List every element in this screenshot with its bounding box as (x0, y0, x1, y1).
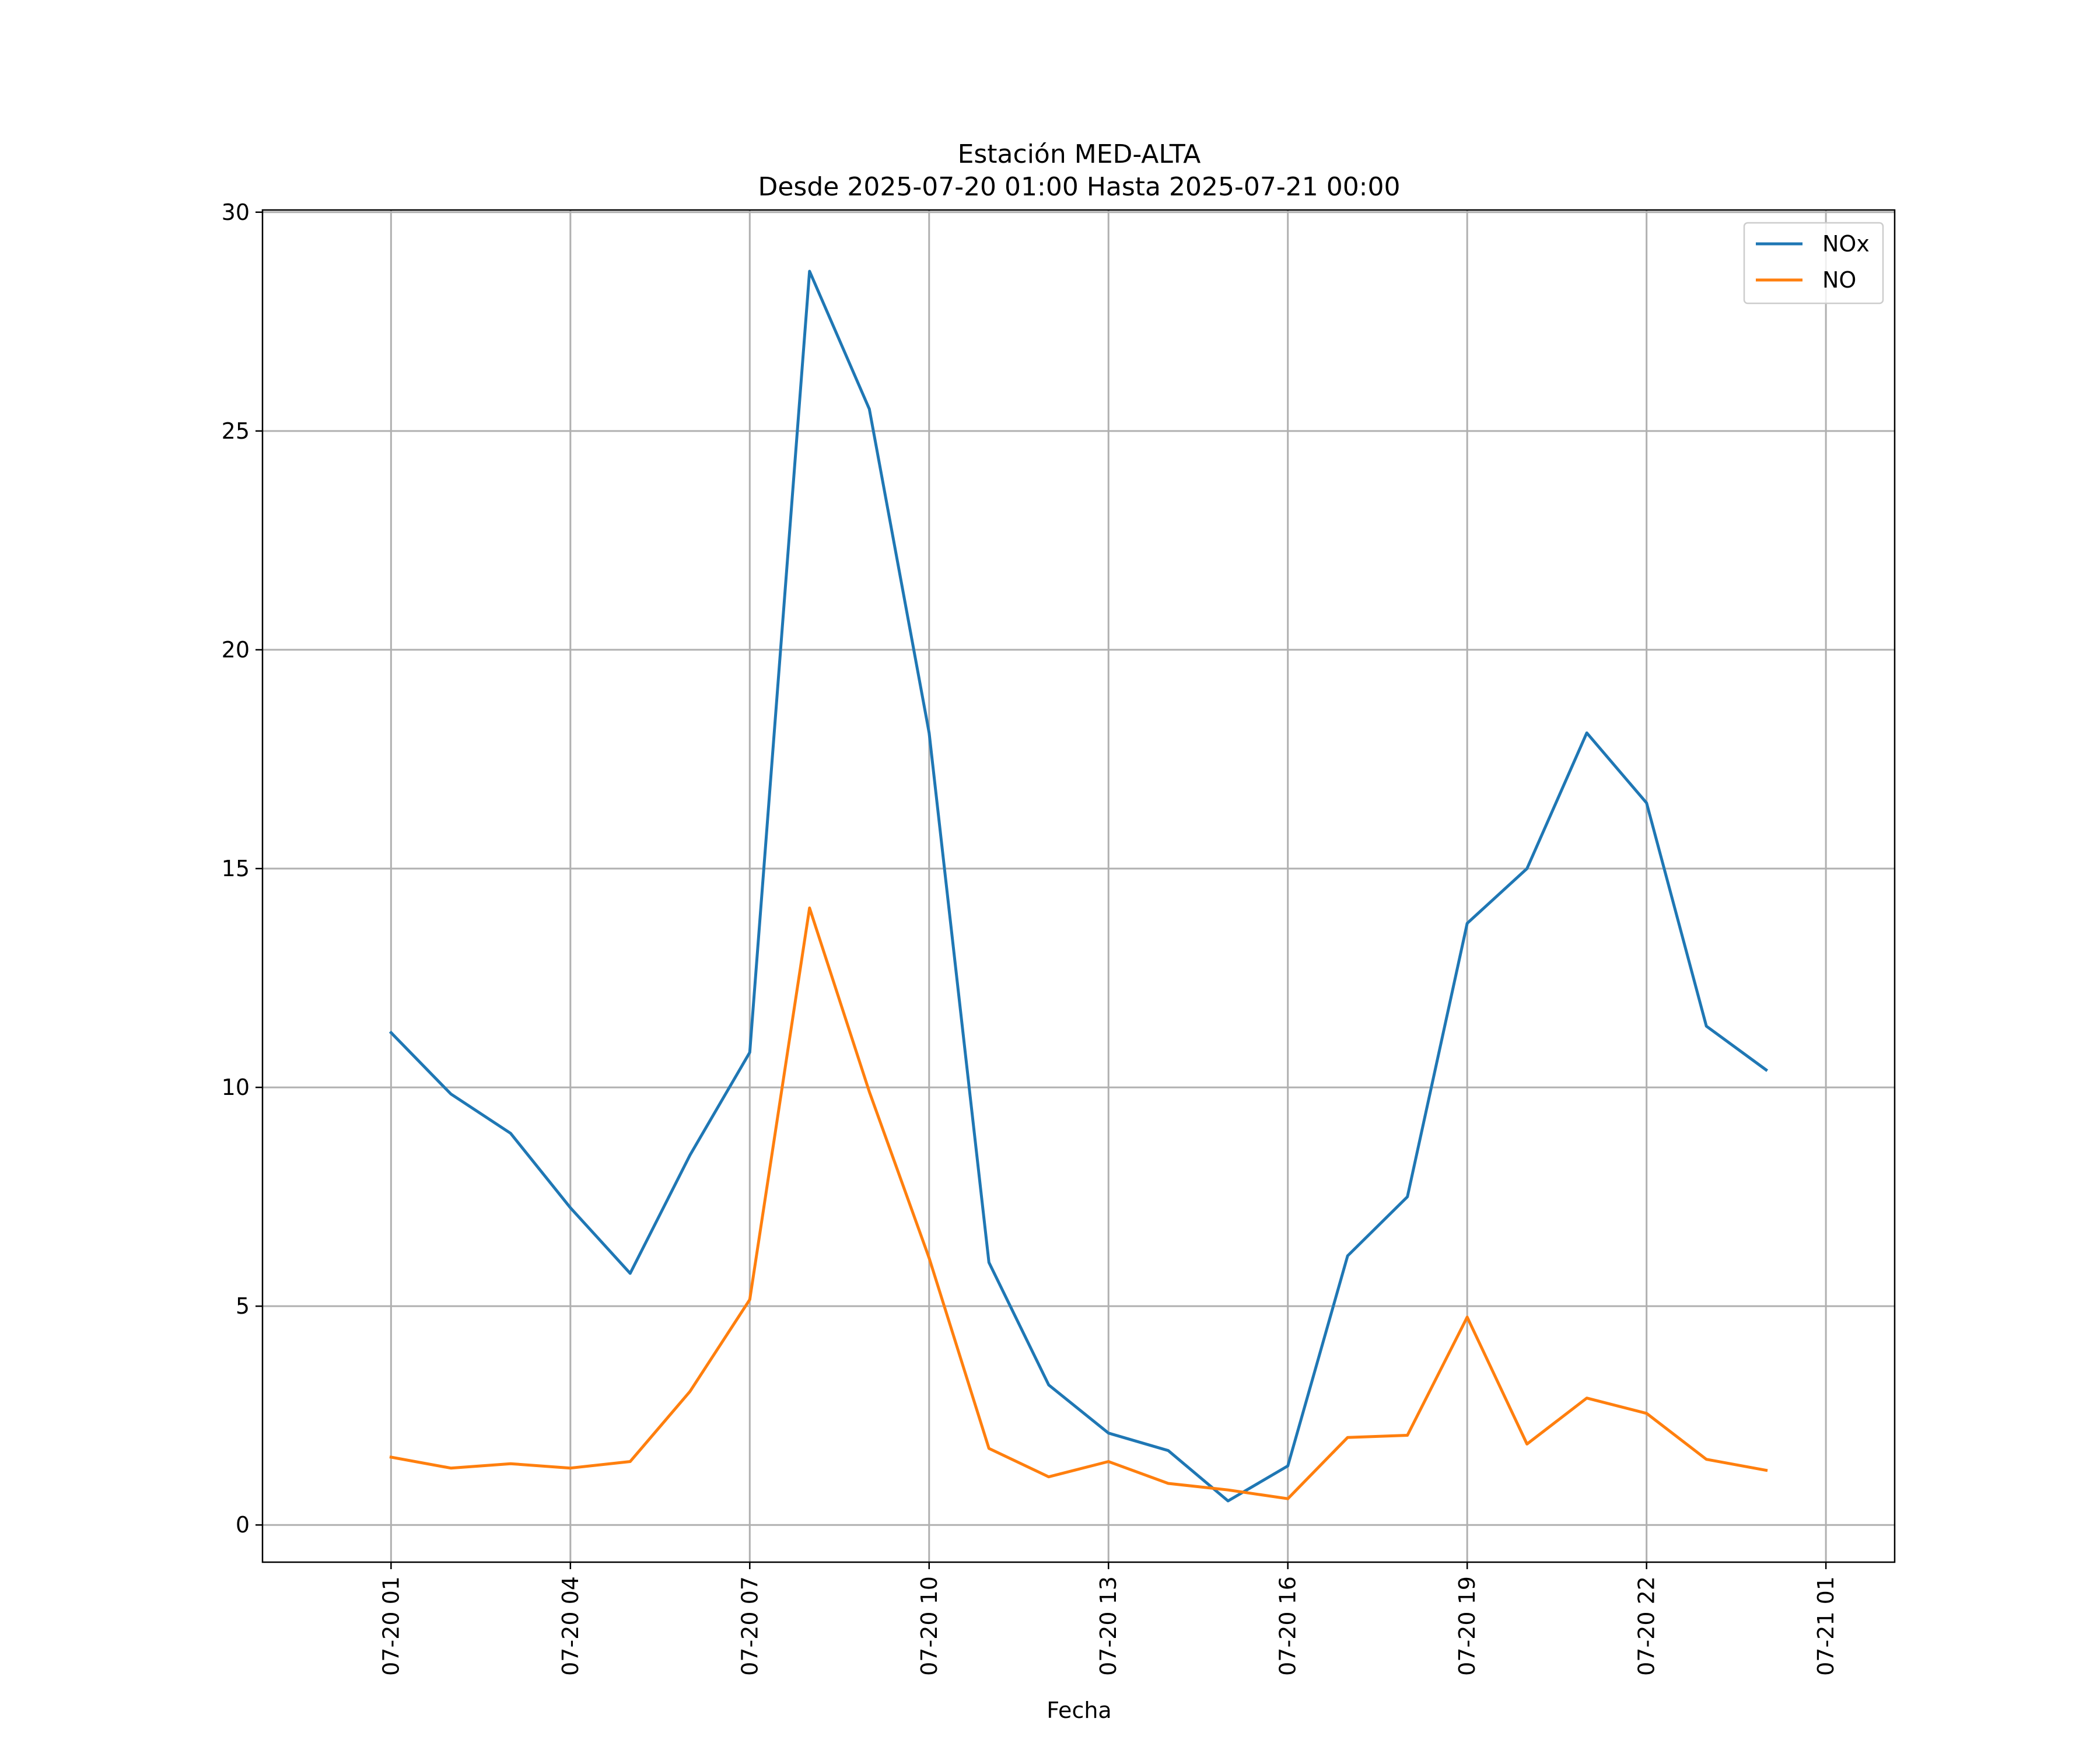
y-tick-label: 15 (222, 856, 250, 881)
y-tick-label: 10 (222, 1074, 250, 1100)
x-axis-ticks: 07-20 01 07-20 04 07-20 07 07-20 10 07-20 13… (378, 1562, 1839, 1676)
y-axis-ticks: 0 5 10 15 20 25 30 (222, 200, 262, 1538)
x-tick-label: 07-20 22 (1634, 1576, 1660, 1676)
x-tick-label: 07-20 07 (737, 1576, 762, 1676)
chart-subtitle: Desde 2025-07-20 01:00 Hasta 2025-07-21 … (758, 172, 1400, 202)
x-tick-label: 07-20 10 (916, 1576, 942, 1676)
x-tick-label: 07-20 01 (378, 1576, 404, 1676)
series-lines (388, 270, 1769, 1503)
y-tick-label: 25 (222, 418, 250, 444)
x-tick-label: 07-20 16 (1275, 1576, 1301, 1676)
y-tick-label: 20 (222, 637, 250, 663)
x-tick-label: 07-20 04 (558, 1576, 583, 1676)
legend-label-no: NO (1822, 267, 1856, 293)
y-tick-label: 30 (222, 200, 250, 225)
x-tick-label: 07-20 13 (1096, 1576, 1121, 1676)
series-line-no (389, 907, 1768, 1500)
grid (262, 210, 1895, 1562)
legend: NOx NO (1743, 222, 1884, 304)
x-tick-label: 07-21 01 (1813, 1576, 1839, 1676)
series-line-nox (388, 270, 1769, 1503)
legend-label-nox: NOx (1822, 231, 1870, 257)
y-tick-label: 0 (236, 1512, 250, 1538)
chart-title: Estación MED-ALTA (958, 139, 1201, 169)
y-tick-label: 5 (236, 1293, 250, 1319)
plot-frame (261, 209, 1896, 1563)
x-axis-label: Fecha (1046, 1698, 1111, 1723)
x-tick-label: 07-20 19 (1454, 1576, 1480, 1676)
